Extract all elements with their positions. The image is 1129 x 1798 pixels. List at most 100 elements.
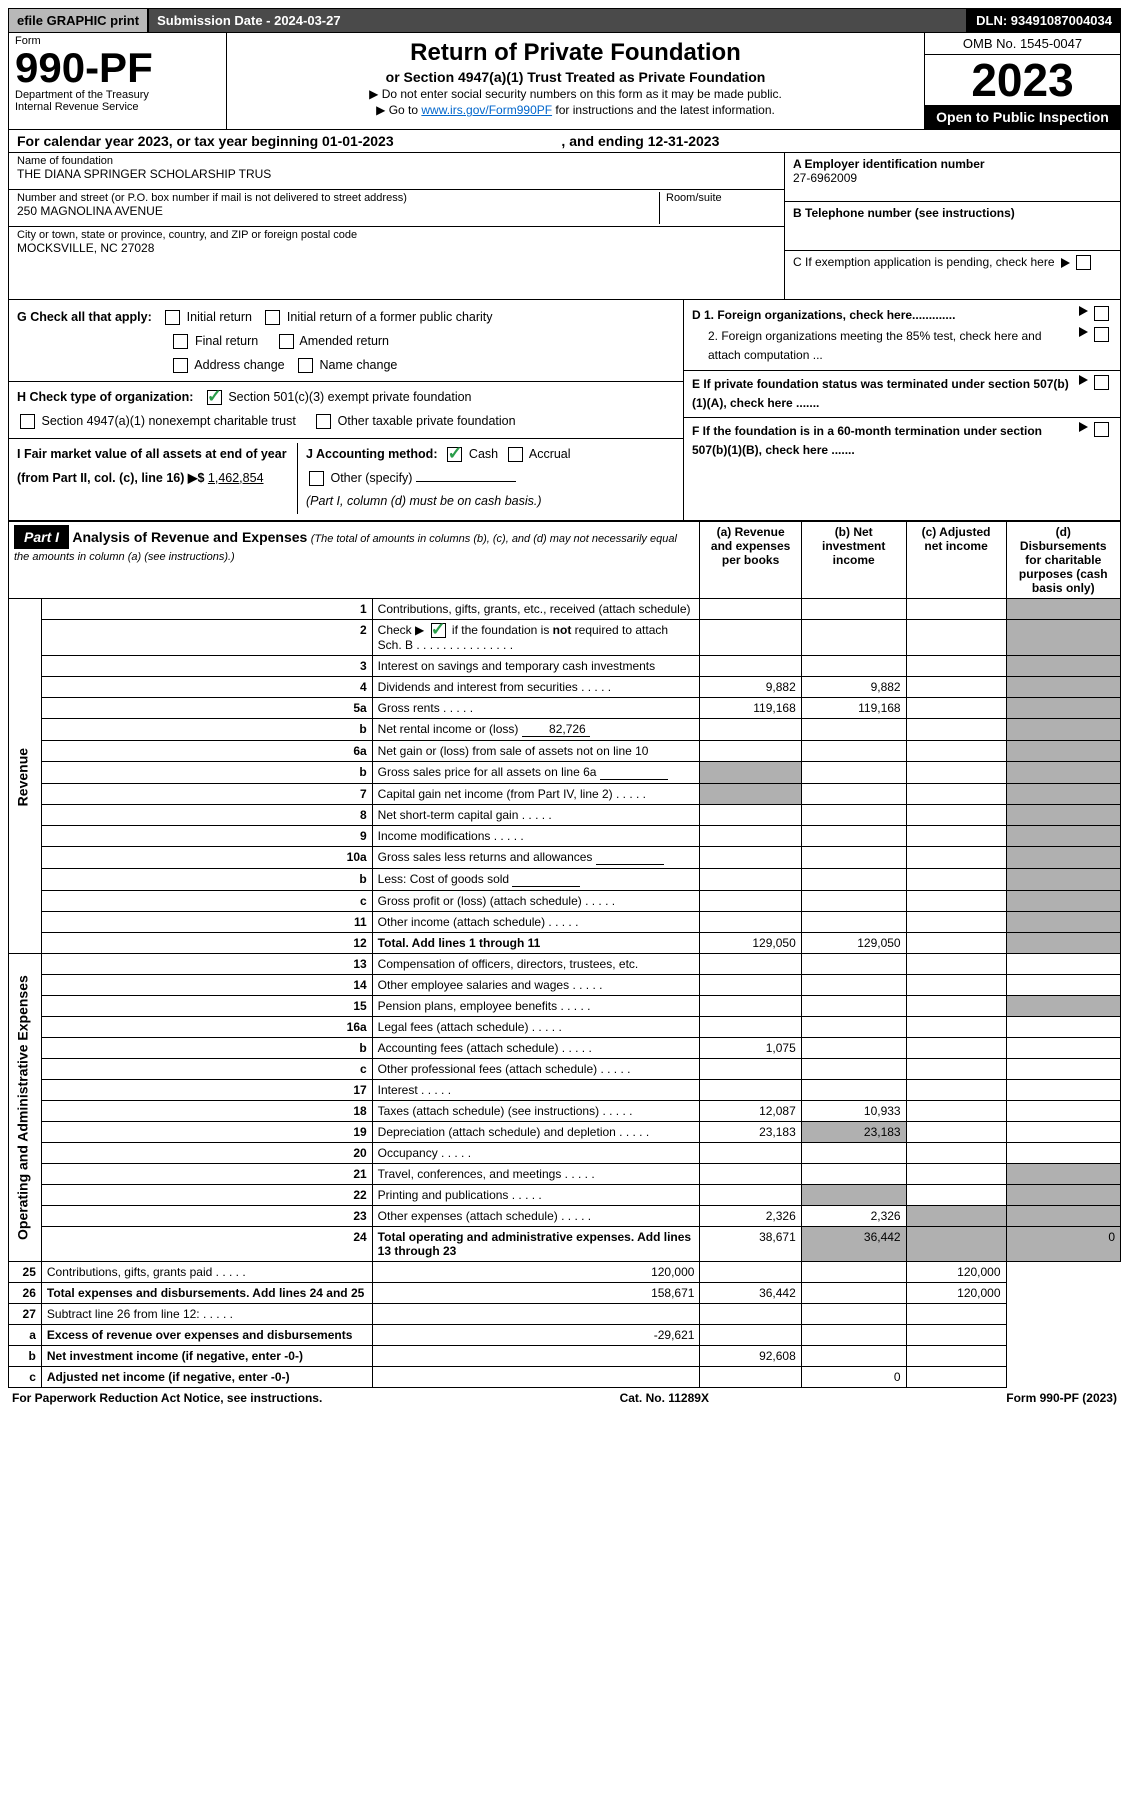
cell-value: [801, 1038, 906, 1059]
cell-value: [906, 784, 1006, 805]
j-accrual-checkbox[interactable]: [508, 447, 523, 462]
table-row: 16aLegal fees (attach schedule) . . . . …: [9, 1017, 1121, 1038]
e-checkbox[interactable]: [1094, 375, 1109, 390]
line-desc: Total. Add lines 1 through 11: [372, 933, 700, 954]
cell-value: 2,326: [801, 1206, 906, 1227]
col-a-header: (a) Revenue and expenses per books: [700, 522, 801, 599]
table-row: bNet investment income (if negative, ent…: [9, 1346, 1121, 1367]
irs-link[interactable]: www.irs.gov/Form990PF: [421, 103, 552, 117]
cell-value: [700, 996, 801, 1017]
cell-value: [1006, 677, 1120, 698]
cell-value: 9,882: [801, 677, 906, 698]
cell-value: [801, 1346, 906, 1367]
open-to-public: Open to Public Inspection: [925, 105, 1120, 129]
part1-label: Part I: [14, 525, 69, 549]
arrow-icon: [1079, 422, 1088, 432]
cell-value: 0: [1006, 1227, 1120, 1262]
cell-value: 23,183: [700, 1122, 801, 1143]
cell-value: [1006, 1164, 1120, 1185]
h-4947-checkbox[interactable]: [20, 414, 35, 429]
line-number: 12: [41, 933, 372, 954]
cell-value: [1006, 975, 1120, 996]
g-initial-former-checkbox[interactable]: [265, 310, 280, 325]
table-row: 23Other expenses (attach schedule) . . .…: [9, 1206, 1121, 1227]
cell-value: [700, 1080, 801, 1101]
table-row: 27Subtract line 26 from line 12: . . . .…: [9, 1304, 1121, 1325]
line-number: b: [9, 1346, 42, 1367]
cell-value: 119,168: [700, 698, 801, 719]
table-row: 25Contributions, gifts, grants paid . . …: [9, 1262, 1121, 1283]
line-desc: Pension plans, employee benefits . . . .…: [372, 996, 700, 1017]
line-number: 2: [41, 620, 372, 656]
line-desc: Depreciation (attach schedule) and deple…: [372, 1122, 700, 1143]
j-note: (Part I, column (d) must be on cash basi…: [306, 494, 542, 508]
c-checkbox[interactable]: [1076, 255, 1091, 270]
line-number: 25: [9, 1262, 42, 1283]
footer-mid: Cat. No. 11289X: [620, 1391, 709, 1405]
cell-value: [906, 1346, 1006, 1367]
fmv-value: 1,462,854: [208, 471, 264, 485]
line-number: 6a: [41, 741, 372, 762]
line-number: 4: [41, 677, 372, 698]
line-number: 20: [41, 1143, 372, 1164]
line-desc: Taxes (attach schedule) (see instruction…: [372, 1101, 700, 1122]
cell-value: [801, 912, 906, 933]
efile-label[interactable]: efile GRAPHIC print: [8, 8, 148, 33]
revenue-side-label: Revenue: [9, 599, 42, 954]
g-amended-checkbox[interactable]: [279, 334, 294, 349]
cell-value: [906, 912, 1006, 933]
line-desc: Gross profit or (loss) (attach schedule)…: [372, 891, 700, 912]
cell-value: [906, 996, 1006, 1017]
g-final-checkbox[interactable]: [173, 334, 188, 349]
cell-value: [906, 698, 1006, 719]
j-other-checkbox[interactable]: [309, 471, 324, 486]
line-desc: Net investment income (if negative, ente…: [41, 1346, 372, 1367]
cell-value: [801, 1164, 906, 1185]
cell-value: [801, 847, 906, 869]
addr-label: Number and street (or P.O. box number if…: [17, 192, 659, 204]
cell-value: [1006, 847, 1120, 869]
line-desc: Other expenses (attach schedule) . . . .…: [372, 1206, 700, 1227]
cell-value: 120,000: [906, 1283, 1006, 1304]
cell-value: [906, 1164, 1006, 1185]
cell-value: [700, 1143, 801, 1164]
tel-label: B Telephone number (see instructions): [793, 206, 1015, 220]
page-footer: For Paperwork Reduction Act Notice, see …: [8, 1388, 1121, 1408]
cell-value: [906, 1101, 1006, 1122]
footer-left: For Paperwork Reduction Act Notice, see …: [12, 1391, 322, 1405]
cell-value: 158,671: [372, 1283, 700, 1304]
cell-value: [906, 1227, 1006, 1262]
h-501c3-checkbox[interactable]: [207, 390, 222, 405]
cell-value: 92,608: [700, 1346, 801, 1367]
g-name-checkbox[interactable]: [298, 358, 313, 373]
table-row: 20Occupancy . . . . .: [9, 1143, 1121, 1164]
table-row: 5aGross rents . . . . .119,168119,168: [9, 698, 1121, 719]
cell-value: [906, 599, 1006, 620]
cell-value: [1006, 1017, 1120, 1038]
table-row: 21Travel, conferences, and meetings . . …: [9, 1164, 1121, 1185]
d2-checkbox[interactable]: [1094, 327, 1109, 342]
foundation-name: THE DIANA SPRINGER SCHOLARSHIP TRUS: [17, 167, 776, 181]
line-desc: Legal fees (attach schedule) . . . . .: [372, 1017, 700, 1038]
f-checkbox[interactable]: [1094, 422, 1109, 437]
cell-value: [801, 826, 906, 847]
schb-checkbox[interactable]: [431, 623, 446, 638]
table-row: 11Other income (attach schedule) . . . .…: [9, 912, 1121, 933]
cell-value: [1006, 1059, 1120, 1080]
city-label: City or town, state or province, country…: [17, 229, 776, 241]
table-row: 4Dividends and interest from securities …: [9, 677, 1121, 698]
j-cash-checkbox[interactable]: [447, 447, 462, 462]
g-initial-checkbox[interactable]: [165, 310, 180, 325]
cell-value: [1006, 1038, 1120, 1059]
cell-value: [906, 954, 1006, 975]
cell-value: 120,000: [906, 1262, 1006, 1283]
cell-value: [1006, 805, 1120, 826]
h-other-checkbox[interactable]: [316, 414, 331, 429]
cell-value: [1006, 599, 1120, 620]
cell-value: [801, 975, 906, 996]
g-address-checkbox[interactable]: [173, 358, 188, 373]
cell-value: [801, 1304, 906, 1325]
d1-checkbox[interactable]: [1094, 306, 1109, 321]
cell-value: [906, 656, 1006, 677]
line-desc: Net gain or (loss) from sale of assets n…: [372, 741, 700, 762]
